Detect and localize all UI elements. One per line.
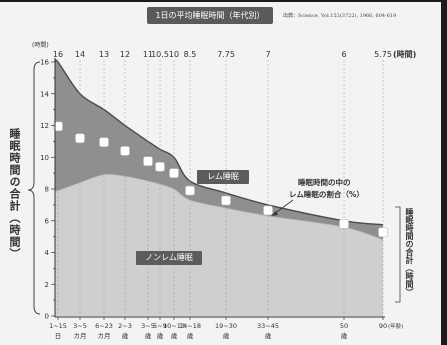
x-category-unit: 歳: [157, 331, 164, 340]
x-category-label: 90: [379, 322, 387, 330]
total-hours-label: 11: [143, 50, 153, 59]
x-category-label: 6~23: [95, 322, 113, 330]
x-category-unit: 歳: [341, 331, 348, 340]
y-tick-label: 16: [40, 59, 49, 67]
y-tick-label: 2: [45, 281, 49, 289]
x-category-unit: 歳: [145, 331, 152, 340]
x-category-label: 10~13: [163, 322, 185, 330]
x-category-unit: カ月: [98, 332, 111, 340]
total-hours-label: 6: [341, 50, 346, 59]
total-hours-label: 16: [53, 50, 63, 59]
rem-ratio-marker: [143, 156, 153, 167]
y-tick-label: 8: [45, 186, 49, 194]
y-tick-label: 0: [45, 313, 49, 321]
rem-ratio-marker: [378, 227, 388, 238]
chart-title: 1日の平均睡眠時間（年代別）: [147, 7, 273, 24]
rem-ratio-marker: [339, 219, 349, 229]
annotation-arrow-head: [271, 211, 278, 216]
rem-ratio-marker: [53, 121, 63, 132]
right-bracket: [395, 206, 401, 303]
x-category-unit: 歳: [187, 331, 194, 340]
rem-ratio-annotation-line2: レム睡眠の割合（%）: [289, 190, 364, 199]
x-category-label: 5~9: [153, 322, 167, 330]
y-tick-label: 12: [40, 122, 49, 130]
x-category-label: 33~45: [257, 322, 279, 330]
total-hours-label: 13: [99, 50, 109, 59]
total-hours-unit: (時間): [393, 49, 416, 59]
nrem-area: [55, 174, 383, 316]
y-tick-label: 14: [40, 90, 49, 98]
x-category-label: 19~30: [215, 322, 237, 330]
chart-source: 出典：Science, Vol.152(3722), 1966, 604-619: [283, 13, 397, 19]
rem-ratio-marker: [120, 146, 130, 156]
total-hours-label: 14: [75, 50, 85, 59]
rem-ratio-marker: [221, 195, 231, 206]
total-hours-label: 12: [120, 50, 130, 59]
x-category-label: 3~5: [73, 322, 87, 330]
rem-ratio-marker: [155, 161, 165, 172]
y-axis-label-left: 睡眠時間の合計（時間）: [8, 128, 21, 260]
x-category-unit: 歳: [122, 331, 129, 340]
rem-ratio-marker: [185, 185, 195, 196]
y-tick-label: 4: [45, 249, 50, 257]
nrem-area-label: ノンレム睡眠: [136, 251, 202, 265]
x-category-unit: 日: [55, 332, 62, 340]
x-category-unit: 歳: [171, 331, 178, 340]
y-tick-label: 10: [40, 154, 49, 162]
x-axis-unit: (年齢): [388, 322, 403, 330]
frame-right-edge: [441, 0, 447, 345]
frame-top-edge: [0, 0, 447, 2]
y-axis-unit: (時間): [32, 41, 49, 49]
rem-ratio-annotation-line1: 睡眠時間の中の: [298, 178, 351, 187]
rem-ratio-marker: [169, 168, 179, 178]
total-hours-label: 7: [265, 50, 270, 59]
x-category-unit: 歳: [223, 331, 230, 340]
rem-ratio-marker: [263, 205, 273, 216]
total-hours-label: 7.75: [217, 50, 235, 59]
x-category-unit: カ月: [74, 332, 87, 340]
rem-area-label: レム睡眠: [197, 170, 249, 184]
rem-ratio-marker: [99, 137, 109, 147]
x-category-unit: 歳: [265, 331, 272, 340]
y-axis-brace: [27, 61, 41, 315]
x-category-label: 50: [340, 322, 348, 330]
x-category-label: 1~15: [49, 322, 67, 330]
x-category-label: 3~5: [141, 322, 155, 330]
total-hours-label: 10: [169, 50, 179, 59]
rem-ratio-marker: [75, 133, 85, 143]
annotation-arrow-line: [273, 199, 294, 215]
y-tick-label: 6: [45, 217, 50, 225]
x-category-label: 2~3: [118, 322, 132, 330]
y-axis-label-right: 睡眠時間の合計（時間）: [405, 208, 414, 296]
total-hours-label: 8.5: [184, 50, 197, 59]
total-hours-label: 5.75: [374, 50, 392, 59]
total-hours-label: 10.5: [151, 50, 169, 59]
x-category-label: 14~18: [179, 322, 201, 330]
